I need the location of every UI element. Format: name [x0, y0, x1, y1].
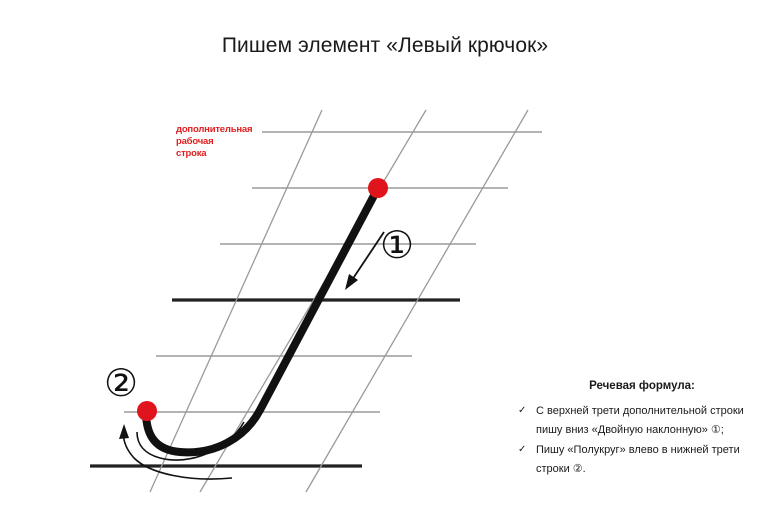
- curved-arrow-icon-inner: [136, 421, 245, 461]
- start-dot-top: [368, 178, 388, 198]
- speech-formula-list: ✓ С верхней трети дополнительной строки …: [516, 402, 746, 478]
- letter-stroke: [142, 184, 382, 457]
- list-item: ✓ С верхней трети дополнительной строки …: [516, 402, 746, 439]
- formula-item-text: Пишу «Полукруг» влево в нижней трети стр…: [536, 444, 740, 475]
- curved-arrow-icon: [122, 427, 233, 480]
- speech-formula: Речевая формула: ✓ С верхней трети допол…: [516, 380, 746, 480]
- speech-formula-title: Речевая формула:: [589, 380, 695, 392]
- slant-line: [149, 109, 323, 493]
- down-arrowhead-icon: [345, 274, 358, 290]
- slant-line: [199, 109, 427, 493]
- start-dot-bottom: [137, 401, 157, 421]
- label-line-1: дополнительная: [176, 124, 253, 135]
- formula-item-text: С верхней трети дополнительной строки пи…: [536, 405, 744, 436]
- list-item: ✓ Пишу «Полукруг» влево в нижней трети с…: [516, 441, 746, 478]
- step-2-marker: ②: [104, 361, 139, 405]
- step-1-marker: ①: [380, 223, 415, 267]
- label-line-3: строка: [176, 148, 207, 159]
- curved-arrowhead-icon: [119, 424, 129, 439]
- down-arrow-icon: [349, 231, 385, 284]
- checkmark-icon: ✓: [518, 405, 527, 416]
- page-title: Пишем элемент «Левый крючок»: [221, 34, 549, 57]
- label-line-2: рабочая: [176, 136, 214, 147]
- slant-line: [305, 109, 529, 493]
- checkmark-icon: ✓: [518, 444, 527, 455]
- extra-working-line-label: дополнительная рабочая строка: [176, 124, 266, 160]
